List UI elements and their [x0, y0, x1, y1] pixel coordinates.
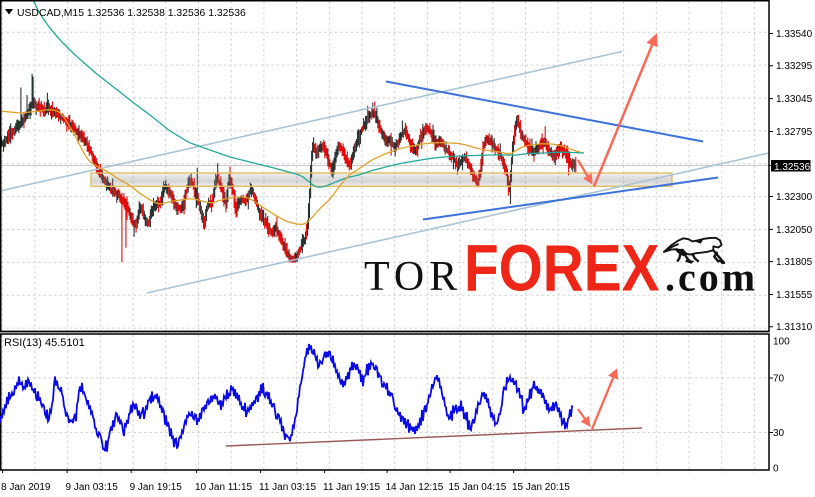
svg-text:100: 100 [773, 337, 790, 348]
svg-text:.com: .com [665, 255, 758, 300]
svg-text:8 Jan 2019: 8 Jan 2019 [1, 482, 51, 493]
svg-text:15 Jan 04:15: 15 Jan 04:15 [449, 482, 507, 493]
svg-text:15 Jan 20:15: 15 Jan 20:15 [512, 482, 570, 493]
svg-text:FOREX: FOREX [464, 232, 660, 306]
svg-text:70: 70 [773, 374, 785, 385]
svg-text:10 Jan 11:15: 10 Jan 11:15 [195, 482, 253, 493]
svg-text:1.33540: 1.33540 [776, 29, 813, 40]
svg-text:RSI(13) 45.5101: RSI(13) 45.5101 [4, 337, 85, 349]
svg-text:USDCAD,M15 1.32536 1.32538 1.: USDCAD,M15 1.32536 1.32538 1.32536 1.325… [17, 8, 246, 19]
svg-text:9 Jan 03:15: 9 Jan 03:15 [66, 482, 119, 493]
svg-text:TOR: TOR [364, 254, 462, 300]
svg-text:1.32795: 1.32795 [776, 127, 813, 138]
svg-text:14 Jan 12:15: 14 Jan 12:15 [386, 482, 444, 493]
svg-text:11 Jan 19:15: 11 Jan 19:15 [323, 482, 381, 493]
svg-text:1.33045: 1.33045 [776, 94, 813, 105]
svg-text:1.31805: 1.31805 [776, 257, 813, 268]
svg-text:1.33295: 1.33295 [776, 61, 813, 72]
svg-text:1.32300: 1.32300 [776, 192, 813, 203]
svg-text:1.31310: 1.31310 [776, 322, 813, 333]
svg-text:0: 0 [773, 464, 779, 475]
svg-text:1.32050: 1.32050 [776, 225, 813, 236]
svg-text:9 Jan 19:15: 9 Jan 19:15 [130, 482, 183, 493]
svg-text:1.32536: 1.32536 [774, 162, 811, 173]
svg-text:1.31555: 1.31555 [776, 290, 813, 301]
svg-text:11 Jan 03:15: 11 Jan 03:15 [259, 482, 317, 493]
svg-text:30: 30 [773, 428, 785, 439]
